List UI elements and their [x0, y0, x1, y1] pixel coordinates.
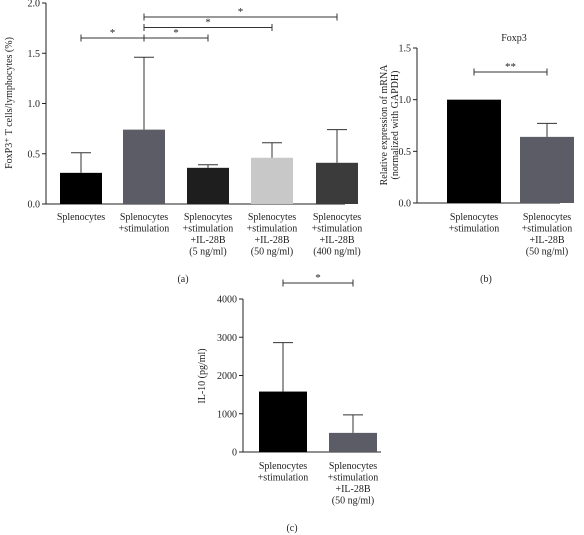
category-label: Splenocytes	[450, 212, 498, 223]
bar	[316, 162, 358, 204]
chart-panel-1: 0.0 0.5 1.0 1.5 2.0 FoxP3⁺ T cells/lymphocyte…	[4, 0, 362, 285]
y-tick-label: 1000	[217, 409, 237, 420]
category-label: Splenocytes	[259, 461, 307, 472]
category-label: Splenocytes	[248, 212, 296, 223]
significance-label: *	[205, 17, 211, 29]
y-axis-label: IL-10 (pg/ml)	[197, 348, 208, 403]
chart-panel-3: 0 1000 2000 3000 4000 IL-10 (pg/ml) Splenocyte…	[197, 272, 381, 534]
category-label: +stimulation	[312, 224, 363, 235]
category-label: +IL-28B	[254, 235, 289, 246]
y-tick-label: 0.0	[28, 200, 41, 211]
y-axis-label: Relative expression of mRNA	[379, 64, 390, 186]
bar	[520, 136, 574, 203]
bar	[60, 172, 102, 204]
y-tick-label: 0.0	[399, 199, 412, 210]
panel-label: (b)	[480, 274, 492, 285]
category-label: (400 ng/ml)	[313, 247, 361, 258]
category-label: (5 ng/ml)	[189, 247, 227, 258]
bar	[123, 129, 165, 204]
bar	[447, 99, 501, 203]
significance-label: *	[110, 27, 116, 39]
category-label: +stimulation	[183, 224, 234, 235]
significance-label: **	[505, 61, 516, 73]
y-tick-label: 1.5	[399, 44, 412, 55]
category-label: +stimulation	[328, 473, 379, 484]
y-tick-label: 1.0	[399, 95, 412, 106]
category-label: (50 ng/ml)	[526, 247, 569, 258]
category-label: Splenocytes	[184, 212, 232, 223]
y-axis-label: FoxP3⁺ T cells/lymphocytes (%)	[4, 37, 15, 169]
category-label: +IL-28B	[319, 235, 354, 246]
category-label: +stimulation	[449, 224, 500, 235]
category-label: Splenocytes	[523, 212, 571, 223]
y-tick-label: 0.5	[399, 147, 412, 158]
panel-label: (a)	[177, 274, 188, 285]
bar	[251, 157, 293, 204]
category-label: +IL-28B	[335, 484, 370, 495]
y-tick-label: 4000	[217, 295, 237, 306]
category-label: +stimulation	[119, 224, 170, 235]
bar	[259, 391, 307, 452]
y-tick-label: 3000	[217, 333, 237, 344]
chart-title: Foxp3	[501, 33, 527, 44]
category-label: Splenocytes	[57, 212, 105, 223]
category-label: Splenocytes	[120, 212, 168, 223]
category-label: +stimulation	[522, 224, 573, 235]
y-tick-label: 0.5	[28, 149, 41, 160]
category-label: (50 ng/ml)	[332, 496, 375, 507]
category-label: (50 ng/ml)	[251, 247, 294, 258]
category-label: +stimulation	[258, 473, 309, 484]
panel-label: (c)	[286, 523, 297, 534]
y-tick-label: 1.0	[28, 99, 41, 110]
y-axis-label-line2: (normalized with GAPDH)	[390, 71, 401, 180]
significance-label: *	[315, 272, 321, 284]
category-label: Splenocytes	[313, 212, 361, 223]
y-tick-label: 2.0	[28, 0, 41, 10]
significance-label: *	[238, 6, 244, 18]
y-tick-label: 1.5	[28, 49, 41, 60]
bar	[187, 167, 229, 204]
bar	[329, 432, 377, 452]
significance-label: *	[173, 27, 179, 39]
category-label: +stimulation	[247, 224, 298, 235]
category-label: Splenocytes	[329, 461, 377, 472]
category-label: +IL-28B	[529, 235, 564, 246]
category-label: +IL-28B	[190, 235, 225, 246]
y-tick-label: 0	[232, 448, 237, 459]
y-tick-label: 2000	[217, 371, 237, 382]
